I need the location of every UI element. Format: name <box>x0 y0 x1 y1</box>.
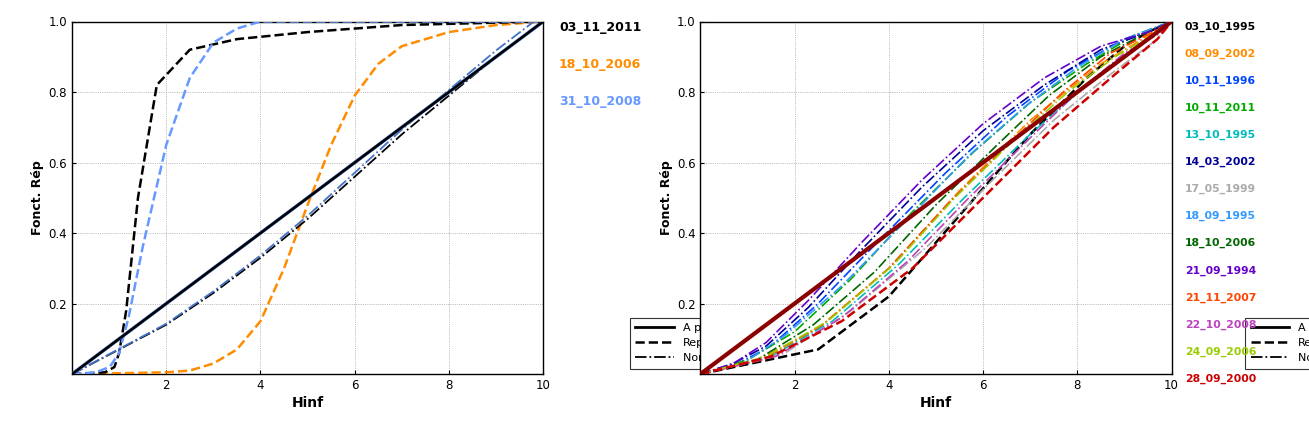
Text: 08_09_2002: 08_09_2002 <box>1185 49 1255 59</box>
Legend: A priori, Représentatif, Non représentatif: A priori, Représentatif, Non représentat… <box>630 317 787 369</box>
X-axis label: Hinf: Hinf <box>920 396 952 410</box>
Text: 21_09_1994: 21_09_1994 <box>1185 265 1255 276</box>
Y-axis label: Fonct. Rép: Fonct. Rép <box>660 160 673 235</box>
Y-axis label: Fonct. Rép: Fonct. Rép <box>31 160 45 235</box>
Text: 17_05_1999: 17_05_1999 <box>1185 184 1255 194</box>
Text: 03_11_2011: 03_11_2011 <box>559 22 641 34</box>
Text: 31_10_2008: 31_10_2008 <box>559 95 641 108</box>
Text: 24_09_2006: 24_09_2006 <box>1185 347 1257 357</box>
Text: 18_10_2006: 18_10_2006 <box>559 58 641 71</box>
Text: 03_10_1995: 03_10_1995 <box>1185 22 1255 32</box>
Text: 10_11_1996: 10_11_1996 <box>1185 76 1255 86</box>
Text: 18_10_2006: 18_10_2006 <box>1185 238 1255 249</box>
Text: 28_09_2000: 28_09_2000 <box>1185 374 1255 384</box>
Text: 13_10_1995: 13_10_1995 <box>1185 130 1255 140</box>
Text: 18_09_1995: 18_09_1995 <box>1185 211 1255 221</box>
X-axis label: Hinf: Hinf <box>292 396 323 410</box>
Text: 14_03_2002: 14_03_2002 <box>1185 157 1257 167</box>
Text: 22_10_2008: 22_10_2008 <box>1185 319 1257 330</box>
Legend: A priori, Représentatif, Non représentatif: A priori, Représentatif, Non représentat… <box>1245 317 1309 369</box>
Text: 10_11_2011: 10_11_2011 <box>1185 103 1255 113</box>
Text: 21_11_2007: 21_11_2007 <box>1185 292 1257 303</box>
